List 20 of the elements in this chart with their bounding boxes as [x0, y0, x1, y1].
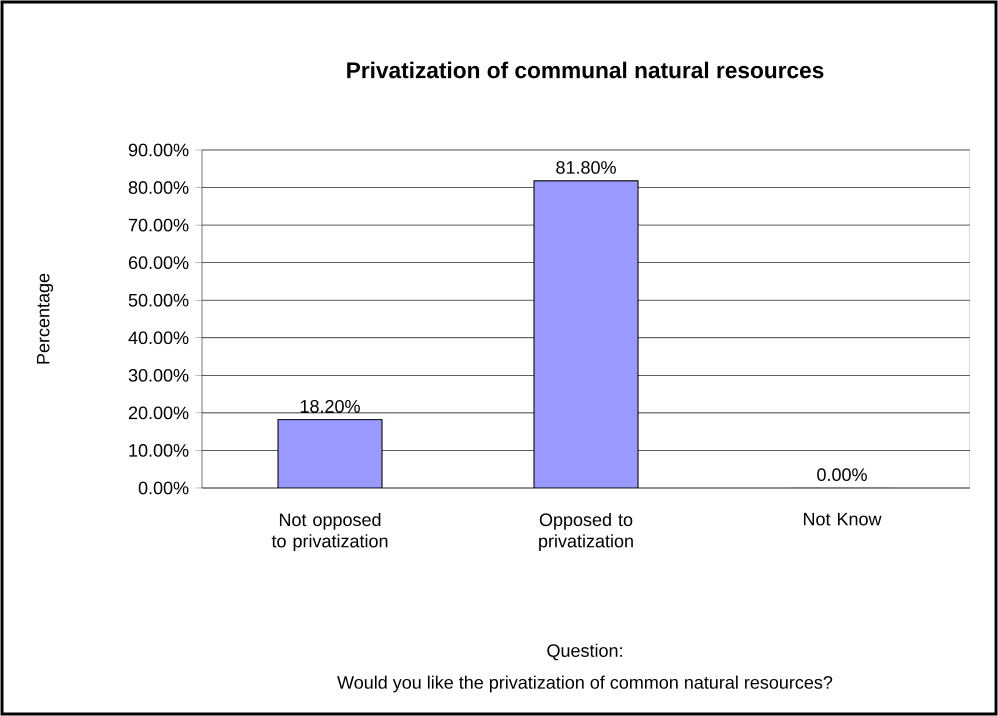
text: Question: — [547, 644, 622, 660]
y-tick-label: 70.00% — [128, 218, 188, 232]
y-tick-label: 10.00% — [129, 444, 188, 457]
data-label: 0.00% — [817, 468, 867, 482]
y-tick-label: 40.00% — [128, 331, 188, 344]
x-tick-label: Opposed to privatization — [539, 512, 633, 552]
data-label: 18.20% — [300, 400, 360, 413]
y-tick-label: 20.00% — [128, 406, 188, 420]
y-axis-title: Percentage — [36, 274, 54, 364]
text: Would you like the privatization of common natural resources? — [337, 676, 832, 692]
y-tick-label: 30.00% — [128, 368, 188, 382]
x-tick-label: Not Know — [804, 512, 882, 526]
data-label: 81.80% — [556, 161, 616, 174]
x-tick-label: Not opposed to privatization — [272, 512, 388, 552]
y-tick-label: 90.00% — [128, 144, 188, 156]
y-tick-label: 0.00% — [138, 482, 188, 494]
chart-title: Privatization of communal natural resources — [347, 62, 824, 78]
y-tick-label: 60.00% — [128, 256, 188, 270]
y-tick-label: 50.00% — [128, 294, 188, 307]
y-tick-label: 80.00% — [128, 181, 188, 194]
